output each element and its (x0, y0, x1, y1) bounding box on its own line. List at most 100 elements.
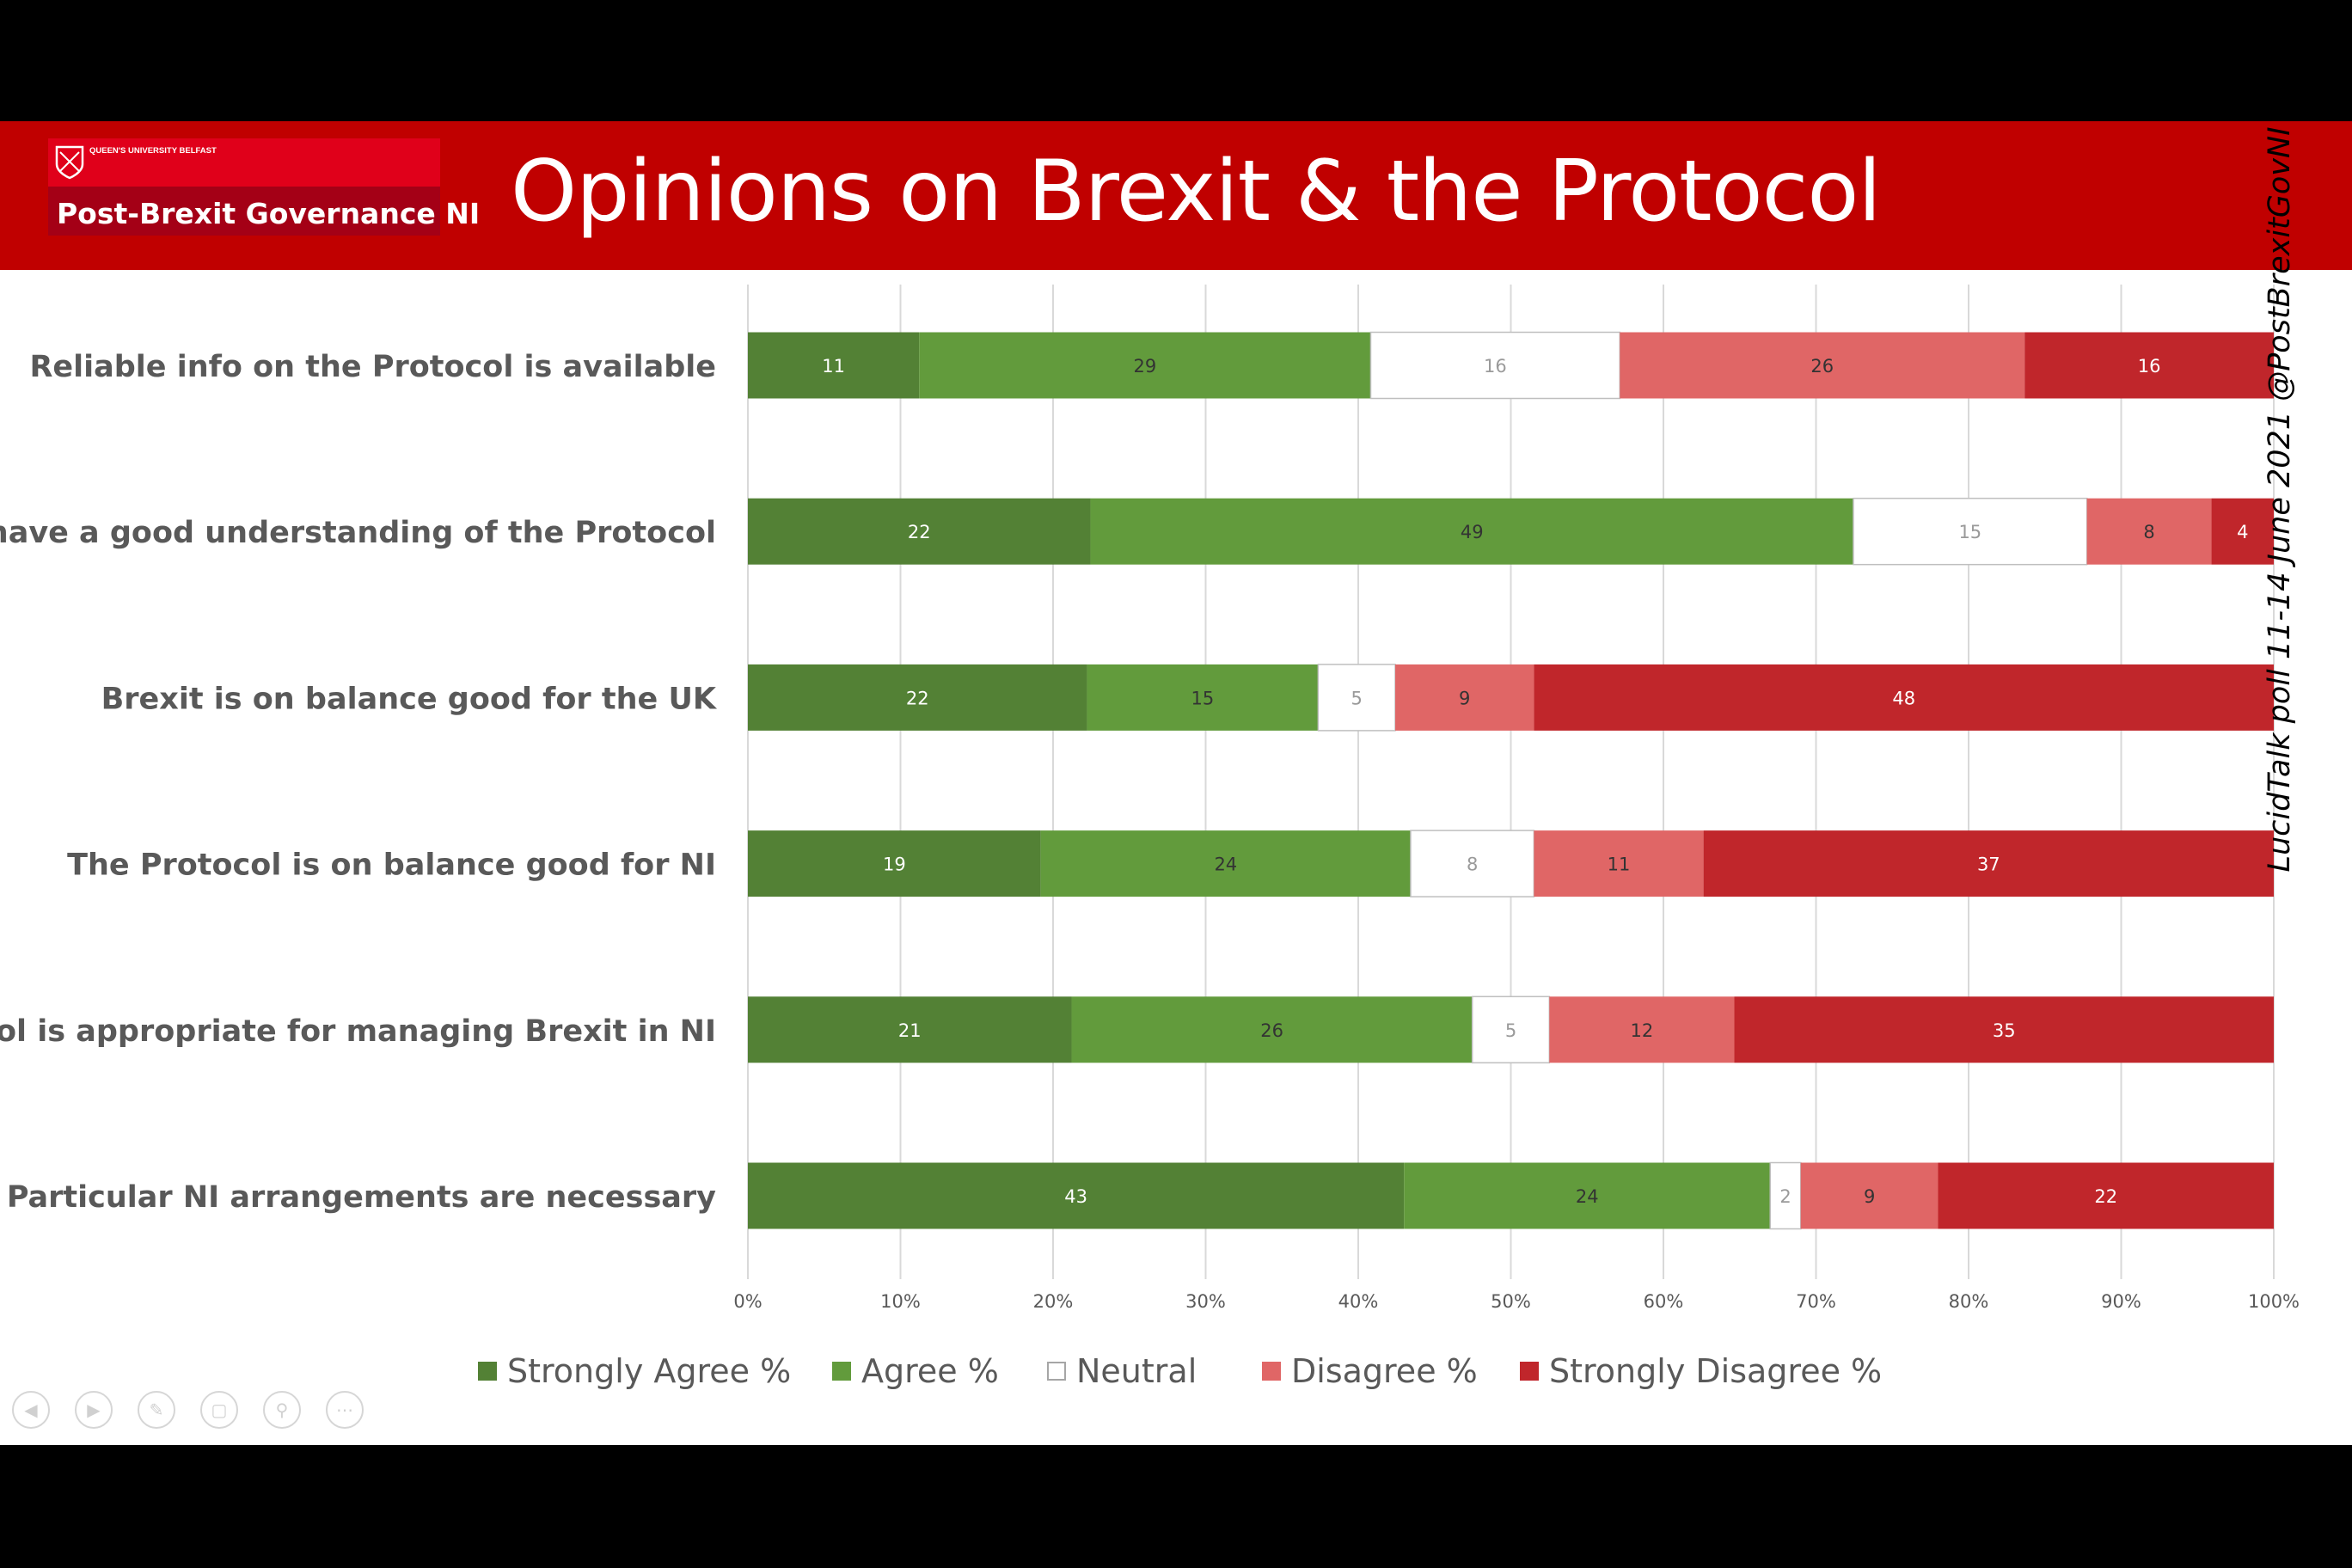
legend-label: Strongly Disagree % (1549, 1352, 1883, 1390)
bar-segment (1549, 996, 1735, 1063)
data-label: 8 (1467, 854, 1478, 875)
pen-icon[interactable]: ✎ (138, 1391, 175, 1429)
bar-segment (748, 1162, 1405, 1229)
category-label: Protocol is appropriate for managing Bre… (0, 1014, 716, 1049)
data-label: 5 (1505, 1020, 1516, 1041)
data-label: 12 (1631, 1020, 1654, 1041)
data-label: 16 (2138, 356, 2161, 377)
category-label: Brexit is on balance good for the UK (101, 682, 718, 716)
more-icon[interactable]: ⋯ (326, 1391, 364, 1429)
category-label: Particular NI arrangements are necessary (7, 1180, 716, 1215)
x-tick-label: 10% (880, 1291, 921, 1312)
data-label: 43 (1064, 1186, 1087, 1207)
data-label: 11 (822, 356, 845, 377)
presentation-controls: ◀ ▶ ✎ ▢ ⚲ ⋯ (12, 1391, 364, 1429)
previous-icon[interactable]: ◀ (12, 1391, 50, 1429)
bar-segment (1471, 995, 1551, 1064)
legend-label: Strongly Agree % (507, 1352, 792, 1390)
slide: QUEEN'S UNIVERSITY BELFAST Post-Brexit G… (0, 121, 2352, 1445)
bar-segment (1938, 1162, 2274, 1229)
page-title: Opinions on Brexit & the Protocol (511, 143, 1882, 241)
legend-swatch (1047, 1362, 1066, 1381)
x-tick-label: 90% (2101, 1291, 2141, 1312)
bar-segment (1087, 664, 1319, 731)
bar-segment (1369, 331, 1621, 400)
bar-segment (2211, 498, 2274, 565)
legend-label: Agree % (861, 1352, 999, 1390)
data-label: 26 (1260, 1020, 1283, 1041)
source-note-text: LucidTalk poll 11-14 June 2021 @PostBrex… (2263, 126, 2297, 873)
legend-label: Disagree % (1291, 1352, 1478, 1390)
x-tick-label: 60% (1644, 1291, 1684, 1312)
bar-segment (919, 332, 1371, 399)
category-label: I have a good understanding of the Proto… (0, 516, 716, 550)
data-label: 19 (883, 854, 906, 875)
bar-segment (1853, 497, 2088, 566)
x-tick-label: 70% (1796, 1291, 1836, 1312)
bar-segment (1534, 664, 2274, 731)
data-label: 21 (898, 1020, 922, 1041)
bar-segment (1090, 498, 1853, 565)
bar-segment (1071, 996, 1473, 1063)
data-label: 5 (1351, 688, 1363, 708)
title-banner: QUEEN'S UNIVERSITY BELFAST Post-Brexit G… (0, 121, 2352, 270)
bar-segment (1404, 1162, 1771, 1229)
legend-swatch (478, 1362, 497, 1381)
x-tick-label: 20% (1033, 1291, 1074, 1312)
legend-item: Agree % (832, 1352, 999, 1390)
legend-item: Strongly Disagree % (1520, 1352, 1883, 1390)
bar-segment (748, 830, 1041, 897)
bar-segment (2024, 332, 2274, 399)
slides-icon[interactable]: ▢ (200, 1391, 238, 1429)
legend-swatch (1520, 1362, 1539, 1381)
legend-item: Neutral (1047, 1352, 1197, 1390)
university-name: QUEEN'S UNIVERSITY BELFAST (89, 146, 217, 156)
data-label: 48 (1892, 688, 1915, 708)
data-label: 22 (908, 522, 931, 542)
group-name: Post-Brexit Governance NI (57, 197, 481, 230)
bar-segment (748, 664, 1087, 731)
category-label: The Protocol is on balance good for NI (67, 848, 716, 883)
logo: QUEEN'S UNIVERSITY BELFAST Post-Brexit G… (48, 138, 480, 236)
data-label: 4 (2237, 522, 2248, 542)
next-icon[interactable]: ▶ (75, 1391, 113, 1429)
category-label: Reliable info on the Protocol is availab… (29, 350, 716, 384)
data-label: 15 (1958, 522, 1981, 542)
bar-segment (2086, 498, 2212, 565)
data-label: 8 (2143, 522, 2154, 542)
x-tick-label: 100% (2248, 1291, 2300, 1312)
bar-segment (748, 498, 1091, 565)
data-label: 35 (1993, 1020, 2016, 1041)
legend-label: Neutral (1076, 1352, 1197, 1390)
x-tick-label: 50% (1491, 1291, 1531, 1312)
data-label: 9 (1864, 1186, 1875, 1207)
university-crest-icon (55, 145, 84, 180)
bar-segment (1317, 664, 1396, 732)
data-label: 9 (1459, 688, 1470, 708)
bars (748, 331, 2274, 1230)
x-tick-label: 0% (733, 1291, 762, 1312)
bar-segment (1395, 664, 1534, 731)
data-label: 16 (1484, 356, 1507, 377)
data-label: 11 (1608, 854, 1631, 875)
legend-item: Disagree % (1262, 1352, 1478, 1390)
legend-swatch (1262, 1362, 1281, 1381)
bar-segment (748, 996, 1072, 1063)
data-label: 22 (906, 688, 929, 708)
bar-segment (1534, 830, 1704, 897)
data-label: 2 (1779, 1186, 1791, 1207)
x-axis-ticks: 0% 10% 20% 30% 40% 50% 60% 70% 80% 90% 100% (733, 1291, 2300, 1312)
bar-segment (748, 332, 920, 399)
bar-segment (1040, 830, 1411, 897)
bar-segment (1800, 1162, 1939, 1229)
data-label: 24 (1214, 854, 1237, 875)
x-tick-label: 40% (1338, 1291, 1379, 1312)
data-label: 29 (1133, 356, 1156, 377)
category-labels: Reliable info on the Protocol is availab… (0, 350, 718, 1215)
data-label: 22 (2094, 1186, 2117, 1207)
zoom-icon[interactable]: ⚲ (263, 1391, 301, 1429)
university-logo: QUEEN'S UNIVERSITY BELFAST (48, 138, 440, 187)
data-label: 26 (1810, 356, 1834, 377)
data-label: 49 (1461, 522, 1484, 542)
